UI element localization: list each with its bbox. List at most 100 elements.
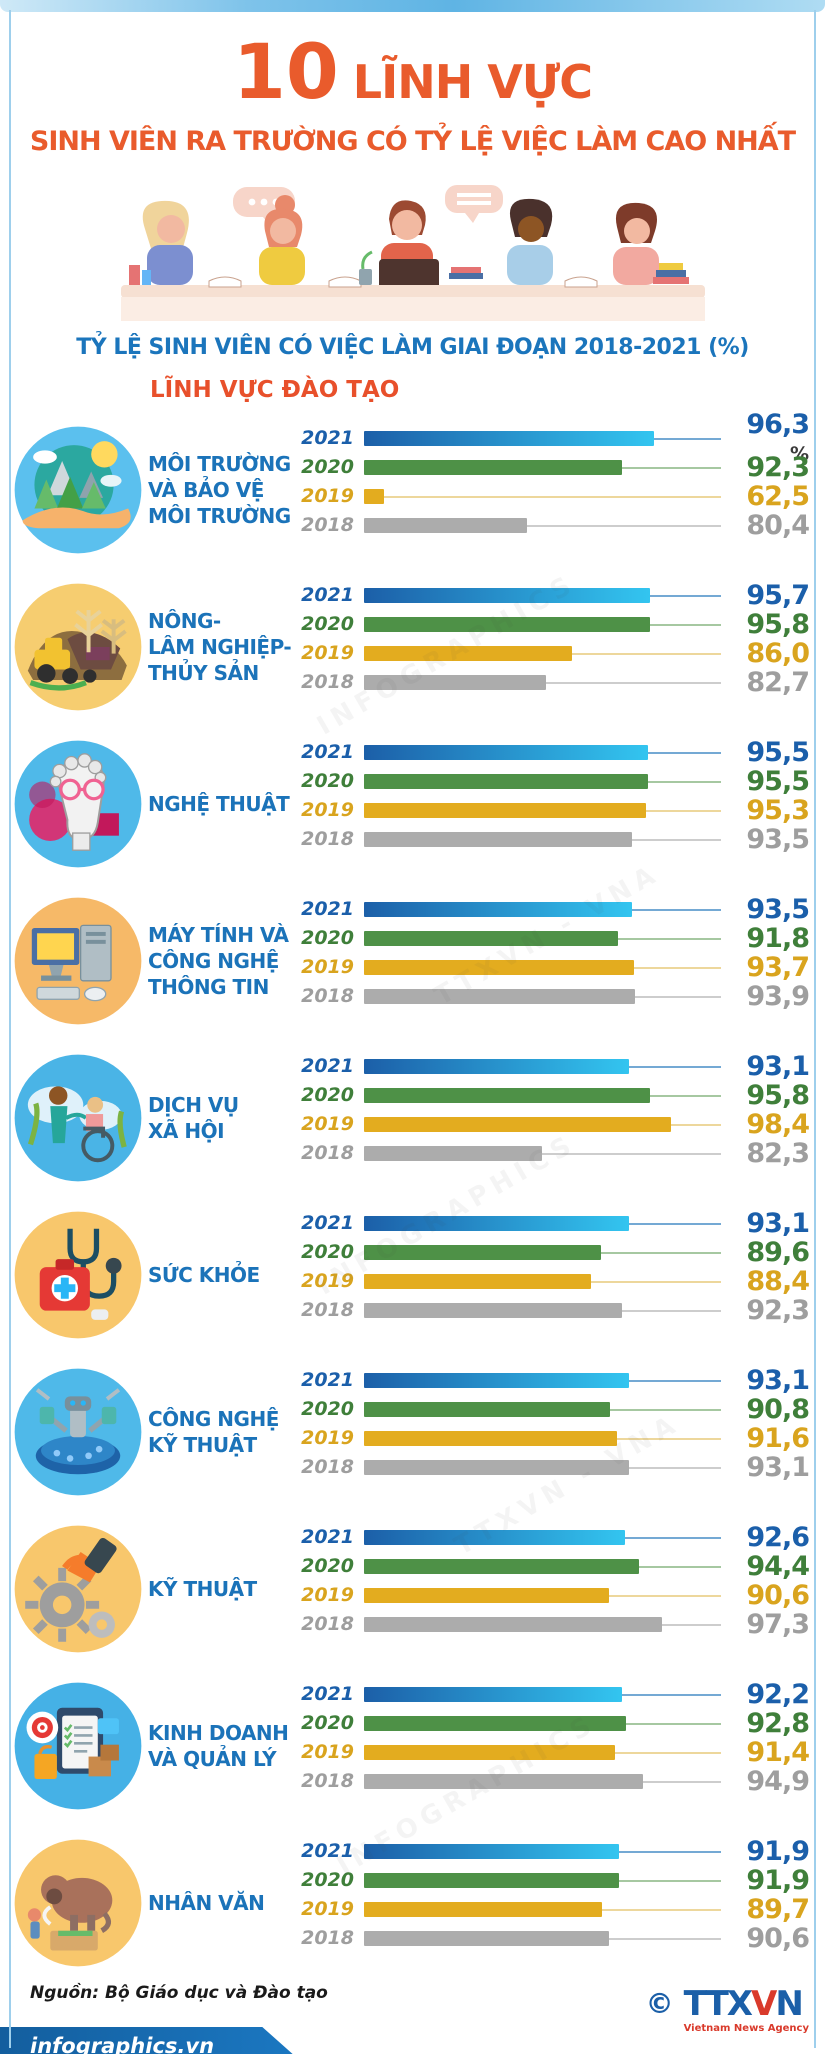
value-label: 82,3 (746, 1137, 810, 1169)
bar-track (364, 1302, 721, 1318)
bar-row-2021: 2021 92,6 (300, 1521, 810, 1553)
agency-ttx: TTX (683, 1984, 753, 2024)
bar-track (364, 1215, 721, 1231)
engineering-icon (8, 1510, 148, 1667)
bar-track (364, 1901, 721, 1917)
bar-row-2019: 2019 89,7 (300, 1896, 810, 1923)
bar-track (364, 1872, 721, 1888)
bar-row-2020: 2020 91,9 (300, 1867, 810, 1894)
bar-2020 (364, 1401, 611, 1417)
bar-row-2019: 2019 93,7 (300, 951, 810, 983)
category-name: NGHỆ THUẬT (148, 791, 290, 816)
year-label: 2020 (301, 770, 354, 792)
bar-row-2021: 2021 93,1 (300, 1210, 810, 1237)
category-block: MÔI TRƯỜNG VÀ BẢO VỆ MÔI TRƯỜNG 2021 96,3… (0, 411, 825, 568)
top-brushstroke-decoration (0, 0, 825, 12)
bar-2019 (364, 645, 572, 661)
value-label: 93,1 (746, 1364, 810, 1396)
bar-2020 (364, 930, 619, 946)
value-label: 98,4 (746, 1108, 810, 1140)
bar-track (364, 1587, 721, 1603)
year-label: 2021 (301, 1840, 354, 1862)
agriculture-icon (8, 568, 148, 725)
value-label: 95,8 (746, 608, 810, 640)
bar-2021 (364, 1686, 622, 1702)
bar-track (364, 744, 721, 760)
unit-suffix: % (789, 443, 809, 465)
bar-track (364, 773, 721, 789)
bar-row-2018: 2018 82,3 (300, 1137, 810, 1169)
year-label: 2020 (301, 456, 354, 478)
bar-row-2019: 2019 86,0 (300, 640, 810, 667)
copyright-icon: © (645, 1987, 674, 2020)
bar-2019 (364, 488, 384, 504)
value-label: 93,7 (746, 951, 810, 983)
year-label: 2020 (301, 1869, 354, 1891)
year-label: 2021 (301, 584, 354, 606)
bar-track (364, 645, 721, 661)
bar-2019 (364, 959, 634, 975)
year-label: 2019 (301, 1584, 354, 1606)
category-chart: 2021 95,7 2020 95,8 2019 86,0 2018 82,7 (300, 568, 810, 725)
bar-track (364, 1145, 721, 1161)
category-block: KINH DOANH VÀ QUẢN LÝ 2021 92,2 2020 92,8 20… (0, 1667, 825, 1824)
bar-2021 (364, 1843, 620, 1859)
year-label: 2021 (301, 741, 354, 763)
year-label: 2018 (301, 1142, 354, 1164)
value-label: 90,6 (746, 1579, 810, 1611)
bar-track (364, 988, 721, 1004)
year-label: 2021 (301, 898, 354, 920)
bar-row-2018: 2018 93,5 (300, 826, 810, 853)
bar-track (364, 1430, 721, 1446)
category-name: NHÂN VĂN (148, 1890, 265, 1915)
bar-row-2020: 2020 92,8 (300, 1707, 810, 1739)
value-label: 95,5 (746, 765, 810, 797)
bar-2019 (364, 1901, 602, 1917)
categories-list: MÔI TRƯỜNG VÀ BẢO VỆ MÔI TRƯỜNG 2021 96,3… (0, 411, 825, 1981)
value-label: 62,5 (746, 480, 810, 512)
bar-track (364, 1616, 721, 1632)
bar-row-2019: 2019 90,6 (300, 1579, 810, 1611)
value-label: 94,9 (746, 1765, 810, 1797)
source-credit: Nguồn: Bộ Giáo dục và Đào tạo (30, 1983, 328, 2003)
year-label: 2019 (301, 1898, 354, 1920)
bar-track (364, 1372, 721, 1388)
value-label: 88,4 (746, 1265, 810, 1297)
year-label: 2018 (301, 1299, 354, 1321)
bar-track (364, 1715, 721, 1731)
bar-row-2021: 2021 93,1 (300, 1053, 810, 1080)
value-label: 90,8 (746, 1393, 810, 1425)
students-illustration (0, 180, 825, 325)
year-label: 2019 (301, 1427, 354, 1449)
bar-2020 (364, 773, 648, 789)
students-studying-image (120, 185, 705, 321)
year-label: 2020 (301, 927, 354, 949)
category-chart: 2021 91,9 2020 91,9 2019 89,7 2018 90,6 (300, 1824, 810, 1981)
title-text: LĨNH VỰC (352, 55, 593, 109)
bar-row-2020: 2020 89,6 (300, 1239, 810, 1266)
bar-row-2021: 2021 96,3 % (300, 411, 810, 464)
bar-2018 (364, 1145, 543, 1161)
bar-track (364, 616, 721, 632)
bar-row-2021: 2021 91,9 (300, 1838, 810, 1865)
year-label: 2018 (301, 514, 354, 536)
category-chart: 2021 93,1 2020 95,8 2019 98,4 2018 82,3 (300, 1039, 810, 1196)
bar-2019 (364, 1587, 609, 1603)
bar-row-2019: 2019 98,4 (300, 1108, 810, 1140)
section-label: LĨNH VỰC ĐÀO TẠO (150, 377, 400, 403)
year-label: 2021 (301, 1683, 354, 1705)
value-label: 92,2 (746, 1678, 810, 1710)
bar-2020 (364, 1872, 620, 1888)
bar-2018 (364, 1773, 644, 1789)
year-label: 2018 (301, 1613, 354, 1635)
bar-track (364, 1116, 721, 1132)
value-label: 92,6 (746, 1521, 810, 1553)
value-label: 92,8 (746, 1707, 810, 1739)
value-label: 94,4 (746, 1550, 810, 1582)
bar-row-2020: 2020 95,8 (300, 608, 810, 640)
bar-2019 (364, 1116, 672, 1132)
bar-row-2020: 2020 95,5 (300, 765, 810, 797)
bar-track (364, 459, 721, 475)
category-chart: 2021 95,5 2020 95,5 2019 95,3 2018 93,5 (300, 725, 810, 882)
year-label: 2019 (301, 1270, 354, 1292)
